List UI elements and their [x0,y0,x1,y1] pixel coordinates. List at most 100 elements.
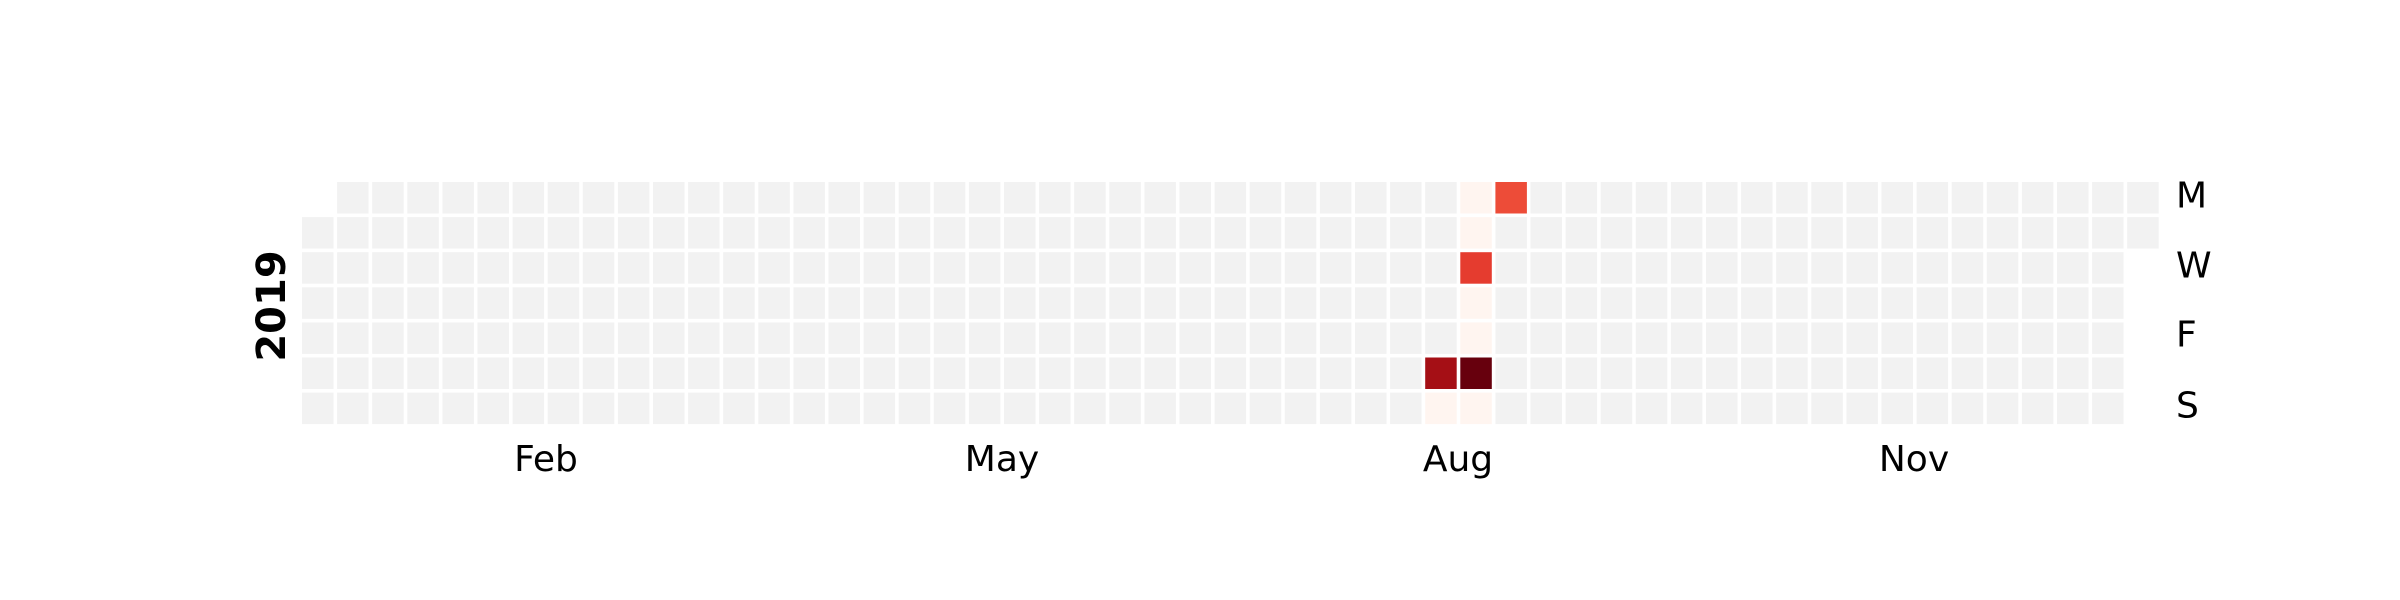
heatmap-cell-2019-08-08 [1390,287,1422,319]
heatmap-cell-2019-02-21 [547,287,580,319]
heatmap-cell-2019-12-03 [1986,217,2019,249]
heatmap-cell-2019-04-24 [863,252,896,284]
heatmap-cell-2019-03-06 [617,252,650,284]
heatmap-cell-2019-03-16 [653,357,685,389]
heatmap-cell-2019-11-11 [1881,182,1913,214]
heatmap-cell-2019-03-19 [688,217,720,249]
heatmap-cell-2019-06-08 [1074,357,1106,389]
heatmap-cell-2019-08-02 [1355,322,1387,354]
heatmap-cell-2019-08-30 [1495,322,1527,354]
heatmap-cell-2019-04-26 [863,322,896,354]
heatmap-cell-2019-03-14 [653,287,685,319]
heatmap-cell-2019-08-23 [1460,322,1492,354]
heatmap-cell-2019-10-16 [1741,252,1773,284]
heatmap-cell-2019-12-26 [2092,287,2124,319]
heatmap-cell-2019-02-16 [512,357,545,389]
heatmap-cell-2019-07-23 [1319,217,1352,249]
heatmap-cell-2019-02-23 [547,357,580,389]
heatmap-cell-2019-07-24 [1319,252,1352,284]
heatmap-cell-2019-12-25 [2092,252,2124,284]
heatmap-cell-2019-01-31 [442,287,474,319]
heatmap-cell-2019-10-06 [1670,392,1703,425]
heatmap-cell-2019-08-09 [1390,322,1422,354]
heatmap-cell-2019-10-26 [1776,357,1808,389]
heatmap-cell-2019-02-14 [512,287,545,319]
heatmap-cell-2019-06-18 [1144,217,1176,249]
heatmap-cell-2019-01-14 [372,182,404,214]
heatmap-cell-2019-02-05 [477,217,509,249]
heatmap-cell-2019-10-01 [1670,217,1703,249]
heatmap-cell-2019-04-01 [758,182,790,214]
heatmap-cell-2019-12-10 [2021,217,2054,249]
heatmap-cell-2019-08-19 [1460,182,1492,214]
heatmap-cell-2019-11-14 [1881,287,1913,319]
heatmap-cell-2019-10-08 [1706,217,1738,249]
heatmap-cell-2019-06-19 [1144,252,1176,284]
heatmap-cell-2019-04-21 [828,392,860,425]
heatmap-cell-2019-05-18 [968,357,1001,389]
heatmap-cell-2019-02-20 [547,252,580,284]
heatmap-cell-2019-05-26 [1004,392,1036,425]
heatmap-cell-2019-04-18 [828,287,860,319]
heatmap-cell-2019-10-03 [1670,287,1703,319]
heatmap-cell-2019-11-26 [1951,217,1984,249]
heatmap-cell-2019-07-04 [1214,287,1247,319]
heatmap-cell-2019-09-08 [1530,392,1562,425]
heatmap-cell-2019-07-19 [1284,322,1317,354]
heatmap-cell-2019-08-25 [1460,392,1492,425]
heatmap-cell-2019-12-24 [2092,217,2124,249]
heatmap-cell-2019-05-25 [1004,357,1036,389]
heatmap-cell-2019-10-15 [1741,217,1773,249]
heatmap-cell-2019-07-17 [1284,252,1317,284]
heatmap-cell-2019-09-07 [1530,357,1562,389]
heatmap-cell-2019-07-15 [1284,182,1317,214]
heatmap-cell-2019-02-15 [512,322,545,354]
heatmap-cell-2019-05-31 [1039,322,1071,354]
heatmap-cell-2019-12-12 [2021,287,2054,319]
heatmap-cell-2019-06-01 [1039,357,1071,389]
heatmap-cell-2019-08-28 [1495,252,1527,284]
heatmap-cell-2019-12-09 [2021,182,2054,214]
heatmap-cell-2019-06-10 [1109,182,1141,214]
heatmap-cell-2019-07-07 [1214,392,1247,425]
heatmap-cell-2019-09-13 [1565,322,1598,354]
heatmap-cell-2019-01-18 [372,322,404,354]
heatmap-cell-2019-01-15 [372,217,404,249]
heatmap-cell-2019-05-08 [933,252,966,284]
heatmap-cell-2019-02-11 [512,182,545,214]
heatmap-cell-2019-10-31 [1811,287,1843,319]
heatmap-cell-2019-10-30 [1811,252,1843,284]
heatmap-cell-2019-09-03 [1530,217,1562,249]
heatmap-cell-2019-12-13 [2021,322,2054,354]
heatmap-cell-2019-03-08 [617,322,650,354]
heatmap-cell-2019-06-20 [1144,287,1176,319]
heatmap-cell-2019-12-23 [2092,182,2124,214]
heatmap-cell-2019-01-21 [407,182,439,214]
heatmap-cell-2019-03-02 [582,357,615,389]
heatmap-cell-2019-02-08 [477,322,509,354]
heatmap-cell-2019-10-10 [1706,287,1738,319]
heatmap-cell-2019-12-02 [1986,182,2019,214]
heatmap-cell-2019-11-02 [1811,357,1843,389]
heatmap-cell-2019-03-17 [653,392,685,425]
heatmap-cell-2019-01-01 [302,217,334,249]
heatmap-cell-2019-03-12 [653,217,685,249]
heatmap-cell-2019-02-27 [582,252,615,284]
heatmap-cell-2019-08-16 [1425,322,1457,354]
heatmap-cell-2019-07-21 [1284,392,1317,425]
heatmap-cell-2019-11-28 [1951,287,1984,319]
heatmap-cell-2019-12-07 [1986,357,2019,389]
heatmap-cell-2019-06-11 [1109,217,1141,249]
heatmap-cell-2019-08-22 [1460,287,1492,319]
heatmap-cell-2019-04-22 [863,182,896,214]
heatmap-cell-2019-02-06 [477,252,509,284]
heatmap-cell-2019-06-02 [1039,392,1071,425]
heatmap-cell-2019-05-11 [933,357,966,389]
heatmap-cell-2019-02-12 [512,217,545,249]
x-tick-label-may: May [965,439,1039,480]
heatmap-cell-2019-01-11 [337,322,369,354]
heatmap-cell-2019-10-13 [1706,392,1738,425]
heatmap-cell-2019-04-10 [793,252,825,284]
heatmap-cell-2019-10-24 [1776,287,1808,319]
heatmap-cell-2019-11-30 [1951,357,1984,389]
